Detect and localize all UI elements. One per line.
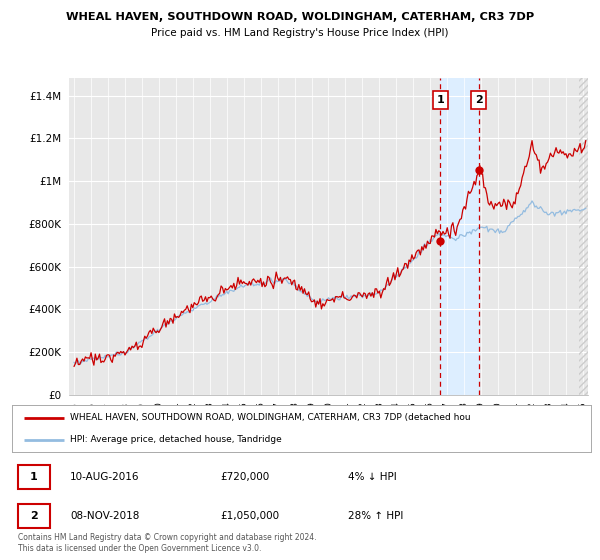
Text: 2: 2 <box>30 511 38 521</box>
Text: 08-NOV-2018: 08-NOV-2018 <box>70 511 139 521</box>
Text: £1,050,000: £1,050,000 <box>220 511 280 521</box>
Text: WHEAL HAVEN, SOUTHDOWN ROAD, WOLDINGHAM, CATERHAM, CR3 7DP: WHEAL HAVEN, SOUTHDOWN ROAD, WOLDINGHAM,… <box>66 12 534 22</box>
Text: 28% ↑ HPI: 28% ↑ HPI <box>348 511 403 521</box>
Text: 10-AUG-2016: 10-AUG-2016 <box>70 472 139 482</box>
Text: 1: 1 <box>30 472 38 482</box>
Bar <box>440 78 479 395</box>
Text: 4% ↓ HPI: 4% ↓ HPI <box>348 472 397 482</box>
Bar <box>578 74 600 395</box>
Text: 2: 2 <box>475 95 482 105</box>
FancyBboxPatch shape <box>18 504 50 528</box>
Text: Price paid vs. HM Land Registry's House Price Index (HPI): Price paid vs. HM Land Registry's House … <box>151 28 449 38</box>
Bar <box>578 78 596 395</box>
Text: HPI: Average price, detached house, Tandridge: HPI: Average price, detached house, Tand… <box>70 435 281 444</box>
Text: Contains HM Land Registry data © Crown copyright and database right 2024.
This d: Contains HM Land Registry data © Crown c… <box>18 533 317 553</box>
Text: 1: 1 <box>437 95 445 105</box>
Text: WHEAL HAVEN, SOUTHDOWN ROAD, WOLDINGHAM, CATERHAM, CR3 7DP (detached hou: WHEAL HAVEN, SOUTHDOWN ROAD, WOLDINGHAM,… <box>70 413 470 422</box>
Text: £720,000: £720,000 <box>220 472 269 482</box>
FancyBboxPatch shape <box>18 465 50 489</box>
